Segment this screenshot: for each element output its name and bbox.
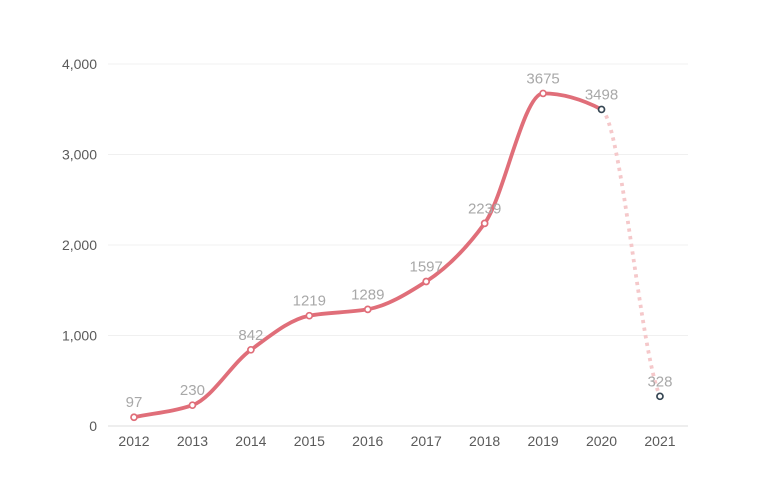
data-point-marker-2012 [130,413,138,422]
x-tick-label-2015: 2015 [294,433,325,449]
x-tick-label-2019: 2019 [528,433,559,449]
y-tick-label-0: 0 [89,418,97,434]
y-tick-label-2000: 2,000 [62,237,97,253]
data-label-2021: 328 [647,373,672,390]
data-point-marker-2015 [305,311,314,320]
data-label-2012: 97 [126,394,143,411]
y-tick-label-4000: 4,000 [62,56,97,72]
data-label-2019: 3675 [526,70,559,87]
y-tick-label-1000: 1,000 [62,328,97,344]
data-label-2013: 230 [180,382,205,399]
data-point-markers-layer [130,89,664,422]
data-label-2018: 2239 [468,200,501,217]
data-label-2015: 1219 [293,293,326,310]
data-label-2016: 1289 [351,286,384,303]
projected-line-segment [600,107,662,398]
line-series-layer [132,91,662,420]
data-point-marker-2020 [597,105,606,114]
data-point-marker-2021 [656,392,664,401]
series-line [132,91,604,420]
x-tick-label-2012: 2012 [118,433,149,449]
gridlines-layer [108,63,688,427]
data-label-2020: 3498 [585,86,618,103]
x-tick-label-2021: 2021 [644,433,675,449]
x-tick-label-2017: 2017 [411,433,442,449]
data-label-2014: 842 [238,327,263,344]
data-point-marker-2017 [422,277,431,286]
data-labels-layer: 97 230 842 1219 1289 1597 2239 3675 3498 328 [126,70,673,411]
x-tick-label-2014: 2014 [235,433,266,449]
data-point-marker-2016 [363,305,372,314]
y-tick-label-3000: 3,000 [62,147,97,163]
data-point-marker-2019 [539,89,547,98]
x-tick-label-2020: 2020 [586,433,617,449]
data-label-2017: 1597 [410,258,443,275]
data-point-marker-2014 [247,345,255,354]
x-tick-label-2018: 2018 [469,433,500,449]
data-point-marker-2018 [480,219,489,228]
x-tick-label-2013: 2013 [177,433,208,449]
axis-labels-layer: 0 1,000 2,000 3,000 4,000 2012 2013 2014 2015 201… [62,56,676,449]
x-tick-label-2016: 2016 [352,433,383,449]
data-point-marker-2013 [188,401,197,410]
